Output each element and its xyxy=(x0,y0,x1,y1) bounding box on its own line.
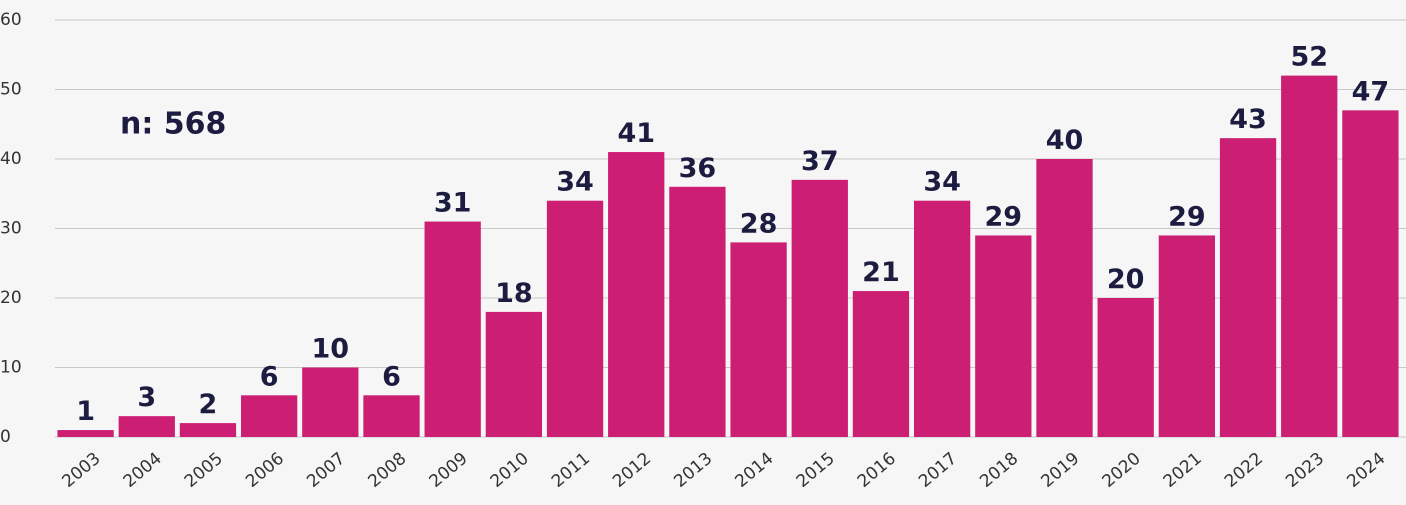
x-tick-label: 2003 xyxy=(59,449,105,492)
bar xyxy=(57,430,114,437)
value-label: 36 xyxy=(679,153,717,184)
value-label: 41 xyxy=(617,118,655,149)
bar xyxy=(1342,110,1399,437)
x-tick-label: 2009 xyxy=(426,449,472,492)
value-label: 52 xyxy=(1290,42,1328,73)
x-tick-label: 2022 xyxy=(1221,449,1267,492)
x-tick-label: 2023 xyxy=(1282,449,1328,492)
bar xyxy=(730,242,787,437)
bar xyxy=(424,221,481,437)
bar xyxy=(852,291,910,437)
bar xyxy=(485,311,543,437)
bar xyxy=(1036,159,1093,437)
y-tick-label: 20 xyxy=(0,288,22,308)
bar xyxy=(1158,235,1216,437)
y-tick-label: 60 xyxy=(0,10,22,30)
bar xyxy=(363,395,420,437)
value-label: 6 xyxy=(382,361,401,392)
x-tick-label: 2018 xyxy=(976,449,1022,492)
value-label: 47 xyxy=(1352,76,1390,107)
bar xyxy=(118,416,175,437)
value-label: 20 xyxy=(1107,264,1145,295)
bar xyxy=(791,179,848,437)
x-tick-label: 2010 xyxy=(487,449,533,492)
value-label: 34 xyxy=(556,167,594,198)
value-label: 34 xyxy=(923,167,961,198)
value-label: 2 xyxy=(199,389,218,420)
x-tick-label: 2006 xyxy=(242,449,288,492)
x-tick-label: 2012 xyxy=(609,449,655,492)
x-tick-label: 2008 xyxy=(364,449,410,492)
x-tick-label: 2007 xyxy=(303,449,349,492)
value-label: 3 xyxy=(137,382,156,413)
bar xyxy=(669,186,726,437)
x-tick-label: 2015 xyxy=(793,449,839,492)
x-tick-label: 2021 xyxy=(1160,449,1206,492)
bar xyxy=(975,235,1032,437)
value-label: 1 xyxy=(76,396,95,427)
value-label: 31 xyxy=(434,188,472,219)
x-tick-label: 2020 xyxy=(1099,449,1145,492)
value-label: 10 xyxy=(312,334,350,365)
value-label: 29 xyxy=(985,201,1023,232)
bar xyxy=(1281,75,1338,437)
x-tick-label: 2024 xyxy=(1343,449,1389,492)
value-label: 21 xyxy=(862,257,900,288)
x-tick-label: 2017 xyxy=(915,449,961,492)
x-tick-label: 2016 xyxy=(854,449,900,492)
x-tick-label: 2005 xyxy=(181,449,227,492)
bar xyxy=(546,200,604,437)
value-label: 40 xyxy=(1046,125,1084,156)
bar xyxy=(1219,138,1277,437)
bar xyxy=(240,395,298,437)
y-tick-label: 10 xyxy=(0,358,22,378)
bar xyxy=(608,152,665,438)
value-label: 28 xyxy=(740,208,778,239)
annotation: n: 568 xyxy=(120,107,226,142)
bar xyxy=(913,200,971,437)
y-tick-label: 40 xyxy=(0,149,22,169)
x-tick-label: 2004 xyxy=(120,449,166,492)
x-tick-label: 2014 xyxy=(732,449,778,492)
y-tick-label: 0 xyxy=(0,427,11,447)
value-label: 18 xyxy=(495,278,533,309)
value-label: 29 xyxy=(1168,201,1206,232)
x-tick-label: 2019 xyxy=(1037,449,1083,492)
x-tick-label: 2013 xyxy=(670,449,716,492)
y-tick-label: 50 xyxy=(0,80,22,100)
bar xyxy=(179,423,237,437)
value-label: 37 xyxy=(801,146,839,177)
y-tick-label: 30 xyxy=(0,219,22,239)
value-label: 43 xyxy=(1229,104,1267,135)
bar xyxy=(302,367,359,437)
bar xyxy=(1097,298,1154,437)
value-label: 6 xyxy=(260,361,279,392)
x-tick-label: 2011 xyxy=(548,449,594,492)
